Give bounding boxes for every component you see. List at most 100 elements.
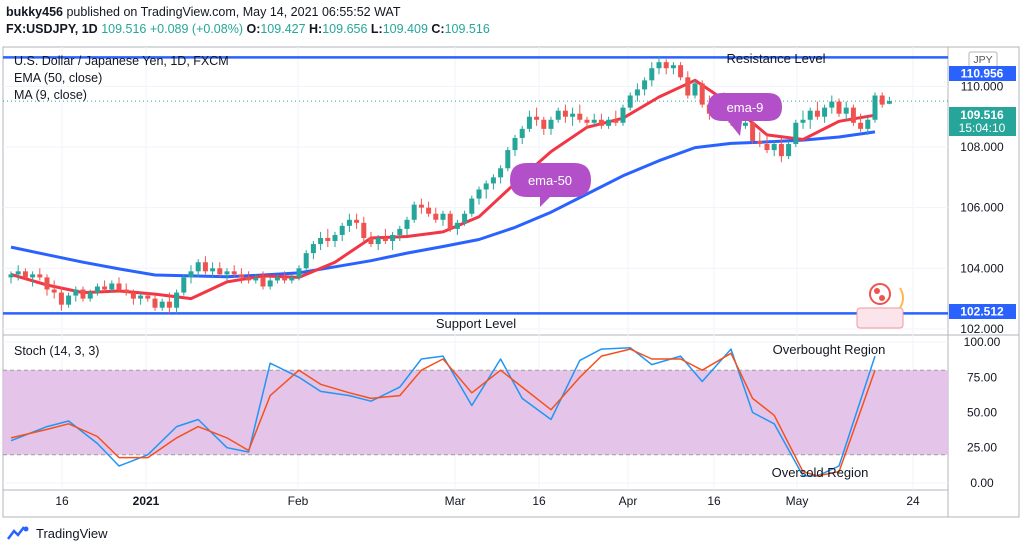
candle — [440, 210, 446, 226]
candle-body — [678, 65, 684, 78]
candle-body — [483, 183, 489, 190]
footer-brand[interactable]: TradingView — [6, 522, 108, 544]
candle — [296, 265, 302, 281]
candle-body — [30, 274, 36, 278]
candle — [159, 298, 165, 311]
candle — [181, 274, 187, 296]
candle — [843, 101, 849, 120]
events-icon[interactable] — [856, 283, 904, 329]
candle — [692, 80, 698, 99]
time-tick-label: 16 — [55, 494, 69, 508]
candle-body — [598, 119, 604, 126]
candle — [469, 195, 475, 217]
candle — [94, 283, 100, 296]
candle-body — [541, 119, 547, 129]
candle-body — [757, 140, 763, 145]
high-label: H: — [309, 22, 323, 36]
candle — [490, 174, 496, 190]
candle-body — [433, 213, 439, 220]
candle — [174, 289, 180, 314]
candle-body — [238, 274, 244, 278]
candle-body — [685, 77, 691, 96]
candle — [656, 56, 662, 75]
candle — [447, 210, 453, 232]
candle-body — [267, 280, 273, 287]
support-label: Support Level — [436, 316, 516, 331]
candle-body — [375, 237, 381, 245]
time-tick-label: 16 — [707, 494, 721, 508]
candle — [548, 116, 554, 135]
price-tick-label: 104.000 — [960, 261, 1004, 275]
candle — [577, 104, 583, 123]
resistance-label: Resistance Level — [727, 51, 826, 66]
candle-body — [123, 289, 129, 293]
candle-body — [454, 222, 460, 229]
candle — [87, 289, 93, 302]
candle — [224, 268, 230, 281]
candle-body — [606, 119, 612, 126]
candle-body — [282, 277, 288, 281]
candle — [22, 268, 28, 281]
candle — [742, 119, 748, 129]
candle — [879, 92, 885, 108]
publish-info: bukky456 published on TradingView.com, M… — [6, 5, 400, 19]
candle-body — [822, 107, 828, 117]
support-tag — [949, 304, 1016, 319]
author-name[interactable]: bukky456 — [6, 5, 63, 19]
candle — [433, 207, 439, 223]
candle — [15, 265, 21, 281]
candle — [166, 292, 172, 314]
candle-body — [498, 168, 504, 178]
candle-body — [188, 271, 194, 278]
candle-body — [260, 277, 266, 287]
candle-body — [296, 268, 302, 278]
candle-body — [505, 150, 511, 169]
candle-body — [786, 144, 792, 157]
candle — [620, 104, 626, 126]
stoch-band-fill — [3, 370, 948, 455]
candle — [109, 280, 115, 293]
ema50-callout: ema-50 — [510, 163, 591, 207]
high-value: 109.656 — [322, 22, 368, 36]
candle — [591, 113, 597, 126]
candle-body — [51, 289, 57, 293]
candle — [246, 271, 252, 284]
candle-body — [476, 189, 482, 199]
candle-body — [15, 271, 21, 275]
candle-body — [577, 113, 583, 120]
candle — [325, 228, 331, 248]
candle — [750, 119, 756, 145]
candle — [44, 274, 50, 296]
candle-body — [548, 119, 554, 129]
candle — [354, 213, 360, 229]
candle — [663, 59, 669, 75]
candle — [649, 62, 655, 87]
candle — [382, 228, 388, 245]
candle-body — [231, 271, 237, 275]
candle — [123, 283, 129, 296]
candle — [570, 107, 576, 126]
candle-body — [663, 62, 669, 69]
candle — [8, 271, 14, 284]
candle-body — [80, 289, 86, 299]
candle-body — [850, 107, 856, 123]
published-text: published on TradingView.com, May 14, 20… — [66, 5, 401, 19]
candle-body — [814, 110, 820, 117]
price-tick-label: 108.000 — [960, 140, 1004, 154]
last-price-tag — [949, 107, 1016, 136]
candle — [426, 201, 432, 217]
candle — [526, 110, 532, 132]
candle — [375, 234, 381, 251]
candle-body — [742, 122, 748, 126]
candle — [332, 231, 338, 248]
candle — [210, 262, 216, 278]
candle — [303, 250, 309, 272]
candle — [858, 113, 864, 132]
symbol-text: FX:USDJPY, 1D — [6, 22, 98, 36]
support-tag-text: 102.512 — [960, 305, 1004, 319]
candle — [764, 134, 770, 154]
candle-body — [418, 204, 424, 208]
candle-body — [656, 62, 662, 69]
candle — [274, 274, 280, 284]
